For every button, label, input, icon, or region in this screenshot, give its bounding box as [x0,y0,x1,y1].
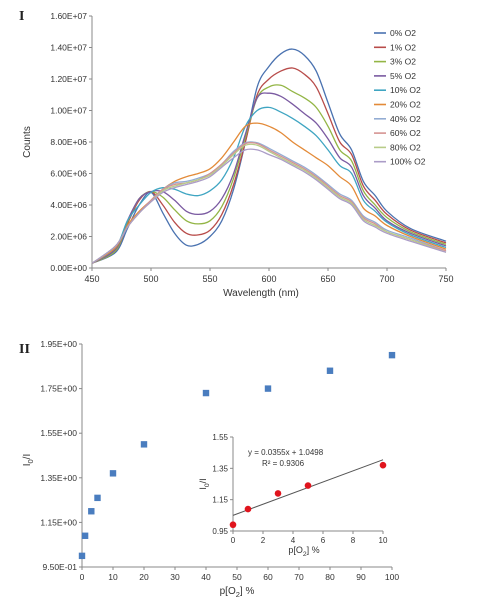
spectra-x-tick-label: 750 [438,274,453,284]
spectra-y-tick-label: 1.40E+07 [50,43,87,53]
legend-entry-9: 100% O2 [390,157,426,167]
inset-plot: 0.95 1.15 1.35 1.55 0 2 4 6 8 10 p[O2] % I0/I y = 0.… [198,433,388,558]
legend-entry-4: 10% O2 [390,85,421,95]
sv-x-tick-label: 10 [108,572,118,582]
sv-y-tick-label: 1.15E+00 [40,517,77,527]
inset-y-tick-label: 1.55 [212,433,228,442]
spectra-x-tick-label: 650 [320,274,335,284]
sv-data-point-6 [202,389,210,397]
inset-equation: y = 0.0355x + 1.0498 [248,448,324,457]
inset-data-point-1 [244,505,252,513]
spectra-x-tick-label: 550 [202,274,217,284]
sv-x-tick-label: 0 [80,572,85,582]
inset-data-point-0 [229,521,237,529]
panel-label-i: I [19,9,25,24]
inset-data-point-3 [304,482,312,489]
inset-x-tick-label: 10 [379,536,388,545]
inset-y-axis-label: I0/I [198,478,211,489]
sv-x-axis-label: p[O2] % [220,586,255,599]
sv-data-point-0 [78,552,86,560]
sv-x-tick-label: 90 [356,572,366,582]
inset-x-tick-label: 8 [351,536,356,545]
sv-y-tick-label: 1.95E+00 [40,339,77,349]
legend-entry-6: 40% O2 [390,114,421,124]
spectra-y-tick-label: 6.00E+06 [50,169,87,179]
legend-entry-2: 3% O2 [390,57,416,67]
sv-y-tick-label: 1.35E+00 [40,473,77,483]
spectra-plot: 0.00E+00 2.00E+06 4.00E+06 6.00E+06 8.00E+06… [22,11,454,299]
spectrum-line-2 [91,84,447,264]
sv-data-point-9 [388,351,396,359]
inset-x-tick-label: 0 [231,536,236,545]
sv-x-tick-label: 80 [325,572,335,582]
sv-data-point-3 [94,494,101,502]
inset-data-point-4 [379,461,387,469]
inset-x-tick-label: 4 [291,536,296,545]
spectrum-line-1 [91,67,447,264]
inset-x-tick-label: 2 [261,536,266,545]
sv-y-axis-label: I0/I [22,454,35,467]
legend-entry-0: 0% O2 [390,28,416,38]
spectra-x-tick-label: 600 [261,274,276,284]
panel-label-ii: II [19,342,30,357]
sv-x-tick-label: 70 [294,572,304,582]
spectra-y-tick-label: 8.00E+06 [50,137,87,147]
spectra-x-tick-label: 500 [143,274,158,284]
sv-data-point-4 [109,470,117,477]
sv-data-point-7 [264,385,272,392]
spectrum-line-7 [91,141,447,264]
spectra-x-tick-label: 450 [84,274,99,284]
inset-data-point-2 [274,490,282,497]
spectra-x-axis-label: Wavelength (nm) [223,288,299,299]
sv-x-tick-label: 50 [232,572,242,582]
legend-entry-8: 80% O2 [390,142,421,152]
spectra-y-tick-label: 1.20E+07 [50,74,87,84]
spectrum-line-9 [91,148,447,264]
sv-data-point-1 [81,532,89,539]
sv-x-tick-label: 40 [201,572,211,582]
sv-y-tick-label: 9.50E-01 [43,562,78,572]
sv-x-tick-label: 30 [170,572,180,582]
inset-y-tick-label: 1.15 [212,496,228,505]
sv-x-tick-label: 60 [263,572,273,582]
sv-data-point-8 [326,367,334,374]
spectra-y-tick-label: 4.00E+06 [50,200,87,210]
legend-entry-7: 60% O2 [390,128,421,138]
spectra-y-tick-label: 1.60E+07 [50,11,87,21]
stern-volmer-plot: 9.50E-01 1.15E+00 1.35E+00 1.55E+00 1.75E+00… [22,339,399,599]
inset-y-tick-label: 1.35 [212,464,228,473]
inset-x-axis-label: p[O2] % [288,545,319,558]
sv-x-tick-label: 20 [139,572,149,582]
spectrum-line-4 [91,106,447,264]
sv-y-tick-label: 1.55E+00 [40,428,77,438]
inset-r-squared: R² = 0.9306 [262,459,305,468]
legend-entry-3: 5% O2 [390,71,416,81]
spectra-y-tick-label: 1.00E+07 [50,106,87,116]
sv-y-tick-label: 1.75E+00 [40,384,77,394]
inset-y-tick-label: 0.95 [212,527,228,536]
inset-x-tick-label: 6 [321,536,326,545]
legend-entry-1: 1% O2 [390,42,416,52]
sv-x-tick-label: 100 [385,572,399,582]
sv-data-point-2 [88,508,95,515]
spectra-y-axis-label: Counts [22,126,33,158]
sv-data-point-5 [140,441,148,448]
spectra-y-tick-label: 2.00E+06 [50,232,87,242]
spectra-x-tick-label: 700 [379,274,394,284]
legend-entry-5: 20% O2 [390,100,421,110]
spectra-y-tick-label: 0.00E+00 [50,263,87,273]
